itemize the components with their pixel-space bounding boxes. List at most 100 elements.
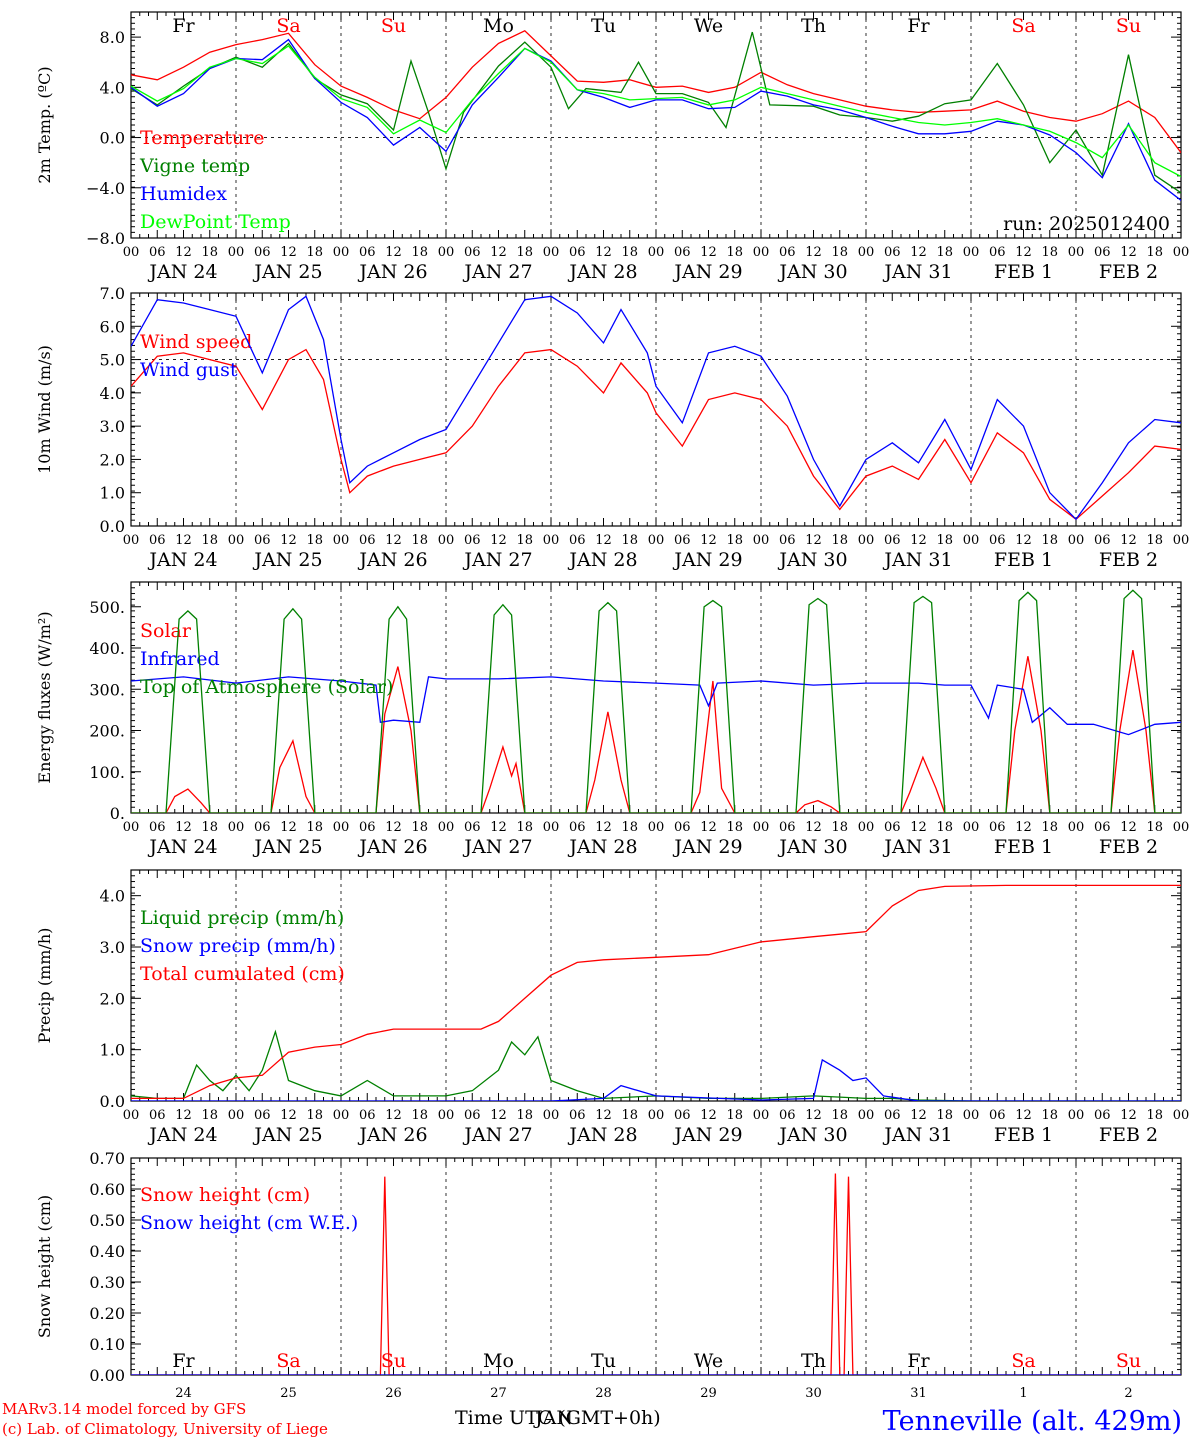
x-hour-label: 06 (569, 533, 586, 548)
credit-line-2: (c) Lab. of Climatology, University of L… (2, 1420, 328, 1438)
x-hour-label: 00 (438, 245, 455, 260)
y-tick-label: 0.10 (89, 1335, 125, 1354)
x-hour-label: 12 (1120, 820, 1137, 835)
x-hour-label: 12 (595, 245, 612, 260)
y-tick-label: 300. (89, 680, 125, 699)
x-hour-label: 18 (831, 1108, 848, 1123)
x-hour-label: 06 (1094, 820, 1111, 835)
x-day-label: JAN 27 (462, 549, 532, 571)
y-tick-label: 2.0 (100, 989, 125, 1008)
x-hour-label: 12 (595, 1108, 612, 1123)
weekday-label: Su (381, 15, 406, 37)
x-day-label: JAN 31 (882, 549, 952, 571)
y-tick-label: 0.30 (89, 1273, 125, 1292)
y-tick-label: 0.00 (89, 1366, 125, 1385)
weekday-label: Sa (1011, 15, 1035, 37)
series-line (131, 30, 1181, 154)
x-hour-label: 12 (1015, 245, 1032, 260)
x-hour-label: 18 (726, 245, 743, 260)
legend-entry: Snow precip (mm/h) (140, 935, 336, 957)
x-day-label: JAN 30 (777, 549, 847, 571)
x-hour-label: 18 (306, 820, 323, 835)
series-line (131, 676, 1181, 736)
series-line (131, 45, 1181, 178)
x-hour-label: 12 (1015, 533, 1032, 548)
x-day-label: JAN 31 (882, 261, 952, 283)
x-day-label: JAN 26 (357, 836, 427, 858)
x-hour-label: 18 (1041, 533, 1058, 548)
y-tick-label: −4.0 (86, 179, 125, 198)
legend-entry: Snow height (cm W.E.) (140, 1212, 358, 1234)
x-hour-label: 06 (569, 1108, 586, 1123)
x-hour-label: 18 (306, 533, 323, 548)
x-hour-label: 18 (936, 1108, 953, 1123)
x-hour-label: 00 (753, 245, 770, 260)
x-hour-label: 12 (700, 820, 717, 835)
credit-line-1: MARv3.14 model forced by GFS (2, 1400, 246, 1418)
x-hour-label: 06 (884, 820, 901, 835)
meteogram-panels: 8.04.00.0−4.0−8.02m Temp. (ºC)00 06 12 18JA… (35, 11, 1190, 1401)
x-hour-label: 18 (1041, 1108, 1058, 1123)
series-line (131, 348, 1181, 521)
x-day-label: FEB 2 (1099, 261, 1158, 283)
x-hour-label: 18 (516, 533, 533, 548)
x-day-label: JAN 26 (357, 549, 427, 571)
x-hour-label: 00 (543, 533, 560, 548)
x-hour-label: 12 (910, 245, 927, 260)
x-hour-label: 06 (149, 1108, 166, 1123)
y-axis-label: 10m Wind (m/s) (35, 345, 54, 474)
x-hour-label: 00 (228, 820, 245, 835)
x-hour-label: 00 (963, 820, 980, 835)
x-day-label: JAN 29 (672, 836, 742, 858)
x-hour-label: 06 (569, 820, 586, 835)
x-day-number: 1 (1019, 1386, 1027, 1401)
x-day-label: JAN 29 (672, 549, 742, 571)
x-hour-label: 18 (621, 245, 638, 260)
x-hour-label: 06 (464, 1108, 481, 1123)
x-day-label: FEB 1 (994, 261, 1053, 283)
x-hour-label: 06 (674, 1108, 691, 1123)
x-hour-label: 00 (333, 1108, 350, 1123)
legend-entry: Vigne temp (139, 155, 250, 177)
x-hour-label: 00 (648, 533, 665, 548)
weekday-label: Tu (591, 1350, 616, 1372)
x-hour-label: 06 (1094, 245, 1111, 260)
x-day-label: JAN 28 (567, 549, 637, 571)
legend-entry: Total cumulated (cm) (140, 963, 345, 985)
x-hour-label: 00 (963, 1108, 980, 1123)
y-tick-label: 0.0 (100, 129, 125, 148)
x-day-label: FEB 2 (1099, 836, 1158, 858)
x-day-label: JAN 28 (567, 261, 637, 283)
x-hour-label: 00 (333, 533, 350, 548)
x-hour-label: 00 (333, 820, 350, 835)
weekday-label: Fr (172, 1350, 195, 1372)
x-hour-label: 18 (621, 820, 638, 835)
x-hour-label: 18 (306, 245, 323, 260)
x-day-label: JAN 26 (357, 261, 427, 283)
x-hour-label: 12 (1120, 1108, 1137, 1123)
x-hour-label: 18 (1041, 245, 1058, 260)
x-hour-label: 12 (385, 245, 402, 260)
x-hour-label: 18 (621, 533, 638, 548)
x-hour-label: 00 (123, 533, 140, 548)
x-hour-label: 06 (779, 245, 796, 260)
x-hour-label: 06 (149, 533, 166, 548)
x-hour-label: 00 (1173, 1108, 1190, 1123)
x-hour-label: 06 (779, 820, 796, 835)
x-hour-label: 18 (411, 1108, 428, 1123)
x-day-label: FEB 2 (1099, 549, 1158, 571)
x-hour-label: 06 (464, 820, 481, 835)
x-day-label: JAN 26 (357, 1124, 427, 1146)
series-line (131, 649, 1181, 813)
panel-2: 7.0 6.0 5.0 4.0 3.0 2.0 1.0 0.0 10m Wind (m/s) 00… (35, 284, 1189, 571)
x-day-number: 30 (805, 1386, 822, 1401)
x-hour-label: 00 (1068, 820, 1085, 835)
y-axis-label: Snow height (cm) (35, 1195, 54, 1338)
y-tick-label: 400. (89, 639, 125, 658)
x-hour-label: 00 (648, 1108, 665, 1123)
x-hour-label: 00 (543, 1108, 560, 1123)
weekday-label: Fr (907, 1350, 930, 1372)
x-hour-label: 12 (595, 533, 612, 548)
x-hour-label: 12 (175, 820, 192, 835)
